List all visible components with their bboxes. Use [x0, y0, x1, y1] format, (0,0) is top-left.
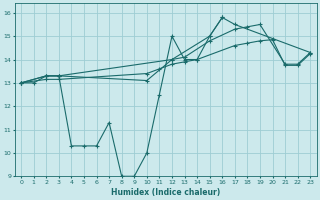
X-axis label: Humidex (Indice chaleur): Humidex (Indice chaleur)	[111, 188, 220, 197]
